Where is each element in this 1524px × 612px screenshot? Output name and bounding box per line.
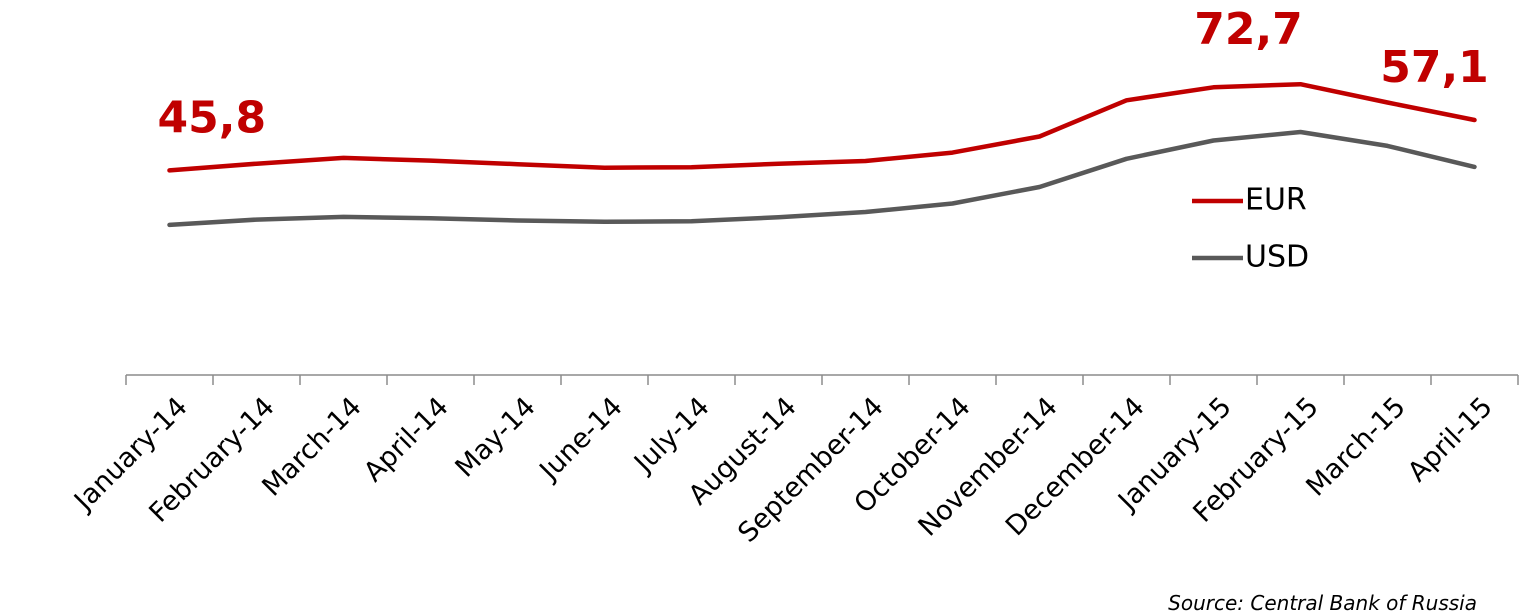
x-tick-label: April-14 xyxy=(358,391,455,488)
x-tick-label: April-15 xyxy=(1402,391,1499,488)
x-tick-label: May-14 xyxy=(450,391,542,483)
series-line-usd xyxy=(167,129,1477,228)
legend-label-usd: USD xyxy=(1245,240,1309,275)
series-lines xyxy=(167,81,1477,228)
data-labels: 45,8 72,7 57,1 xyxy=(158,4,1489,143)
legend: EUR USD xyxy=(1192,183,1309,275)
data-label-eur: 45,8 xyxy=(158,92,267,143)
x-tick-label: June-14 xyxy=(533,391,629,487)
data-label-eur: 72,7 xyxy=(1194,4,1303,55)
legend-label-eur: EUR xyxy=(1245,183,1307,218)
x-tick-label: July-14 xyxy=(627,391,716,480)
data-label-eur: 57,1 xyxy=(1380,42,1489,93)
x-axis: January-14February-14March-14April-14May… xyxy=(67,374,1519,549)
source-note: Source: Central Bank of Russia xyxy=(1168,591,1477,612)
series-line-eur xyxy=(167,81,1477,173)
